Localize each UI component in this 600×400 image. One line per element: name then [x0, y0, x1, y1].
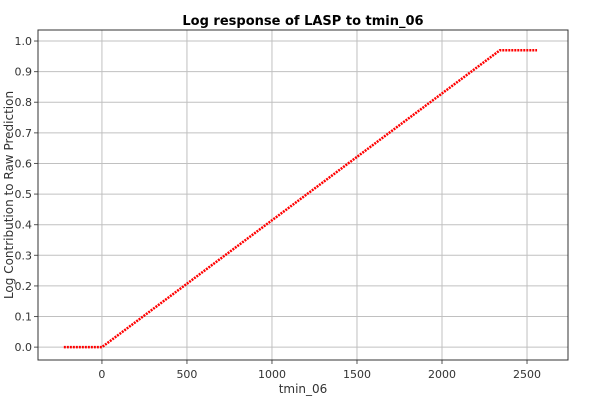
plot-frame	[37, 29, 569, 361]
y-tick-label: 0.9	[15, 66, 33, 79]
y-tick-label: 0.7	[15, 127, 33, 140]
y-tick-label: 0.2	[15, 280, 33, 293]
x-tick-label: 1000	[258, 368, 286, 381]
y-tick-label: 0.3	[15, 249, 33, 262]
y-tick-label: 0.5	[15, 188, 33, 201]
y-axis-label: Log Contribution to Raw Prediction	[2, 91, 16, 299]
line	[63, 48, 538, 349]
x-tick-label: 0	[98, 368, 105, 381]
x-tick-label: 1500	[343, 368, 371, 381]
y-tick-label: 0.1	[15, 311, 33, 324]
y-tick-label: 1.0	[15, 35, 33, 48]
x-tick-label: 2000	[428, 368, 456, 381]
y-tick-label: 0.4	[15, 219, 33, 232]
y-tick-label: 0.6	[15, 157, 33, 170]
y-tick-label: 0.8	[15, 96, 33, 109]
x-tick-label: 500	[176, 368, 197, 381]
x-tick-label: 2500	[513, 368, 541, 381]
chart-title: Log response of LASP to tmin_06	[182, 14, 423, 29]
y-tick-label: 0.0	[15, 341, 33, 354]
x-axis-label: tmin_06	[279, 382, 328, 396]
